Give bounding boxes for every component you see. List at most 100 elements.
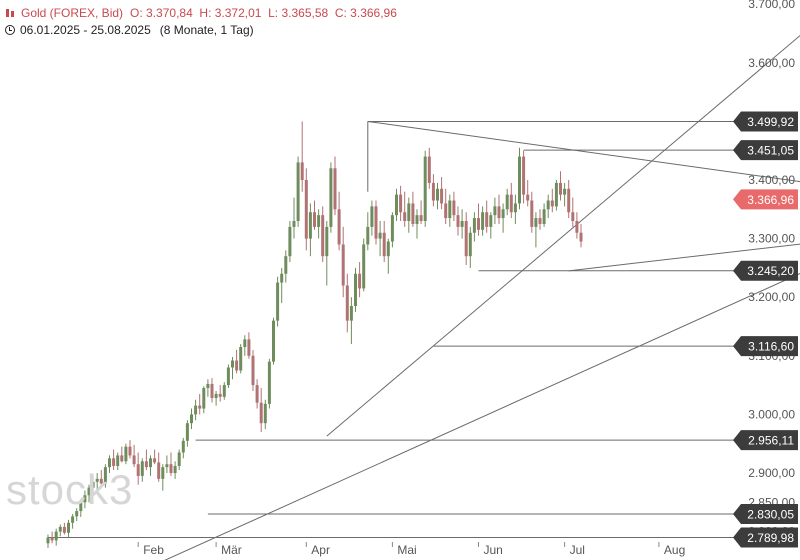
candle [526,194,530,201]
candle [259,402,263,424]
candle [149,458,152,468]
candle [317,215,321,227]
y-tick-label: 3.700,00 [748,0,795,11]
candle [378,232,382,239]
candle [518,156,521,204]
candle [210,383,214,398]
y-tick-label: 3.000,00 [748,407,795,421]
level-tag-bg [733,527,798,548]
level-tag: 3.116,60 [748,340,794,354]
candlestick-icon [5,8,16,18]
candle [128,446,132,456]
candle [456,215,460,227]
y-tick-label: 2.900,00 [748,466,795,480]
x-tick-label: Apr [311,543,330,557]
candle [231,360,234,368]
x-tick-label: Mai [397,543,416,557]
candle [214,393,218,398]
candle [468,232,472,257]
candle [71,516,75,523]
candle [103,467,107,484]
candle [436,188,439,201]
candle [161,467,165,479]
candle [477,218,480,230]
level-tag-bg [733,430,798,451]
level-tag: 2.789,98 [747,531,794,545]
level-tag-bg [733,111,798,132]
candle [563,188,567,195]
x-tick-label: Jul [570,543,585,557]
clock-icon [5,24,15,35]
candle [280,273,284,283]
candle [99,478,103,484]
candle [444,203,448,219]
candle [91,481,95,488]
level-tag-bg [733,503,798,524]
candle [579,232,583,242]
candle [67,522,70,533]
candle [288,226,292,257]
level-tag-bg [733,336,798,357]
candle [321,215,325,257]
candle [559,182,562,195]
candle [181,440,185,453]
date-range: 06.01.2025 - 25.08.2025 [20,22,151,37]
candle [489,215,493,227]
trendline [367,120,800,183]
last-price-tag: 3.366,96 [747,193,794,207]
candle [415,215,419,224]
candle [333,168,337,210]
candle [247,339,251,356]
candle [194,405,198,415]
candle [382,232,386,257]
y-tick-label: 3.300,00 [748,232,795,246]
candle [95,478,99,482]
candle [185,423,189,441]
y-tick-label: 3.600,00 [748,56,795,70]
candle [538,218,542,224]
candle [575,221,579,233]
candle [226,367,230,386]
candle [509,194,513,213]
candle [370,206,374,227]
last-price-tag-bg [733,189,798,210]
candle [108,458,111,468]
candle [546,200,550,210]
candle [325,226,329,257]
candle [58,526,62,532]
level-tag-bg [733,140,798,161]
candle [75,511,79,517]
candle [571,212,575,222]
candle [124,446,128,462]
candle [296,162,300,222]
candle [485,212,489,227]
candle [190,414,193,424]
period-label: (8 Monate, 1 Tag) [159,22,254,37]
candle [497,206,501,219]
level-tag: 3.451,05 [747,144,794,158]
level-tag-bg [733,260,798,281]
candle [411,203,415,224]
candle [313,212,316,227]
candle [354,273,357,306]
candle [222,385,226,397]
ohlc-readout: O: 3.370,84 H: 3.372,01 L: 3.365,58 C: 3… [130,5,397,20]
candle [173,465,177,473]
candle [243,339,247,348]
candle [157,462,161,479]
candle [530,200,534,227]
candle [112,458,116,466]
candle [374,206,378,239]
candle [202,388,206,409]
candle [116,455,120,466]
candle [153,458,157,463]
candle [337,209,341,245]
candle [329,168,333,227]
candle [464,221,468,257]
instrument-title: Gold (FOREX, Bid) [21,5,124,20]
candle [136,464,140,476]
candle [358,273,362,289]
candle [460,221,464,227]
candle [522,156,526,195]
